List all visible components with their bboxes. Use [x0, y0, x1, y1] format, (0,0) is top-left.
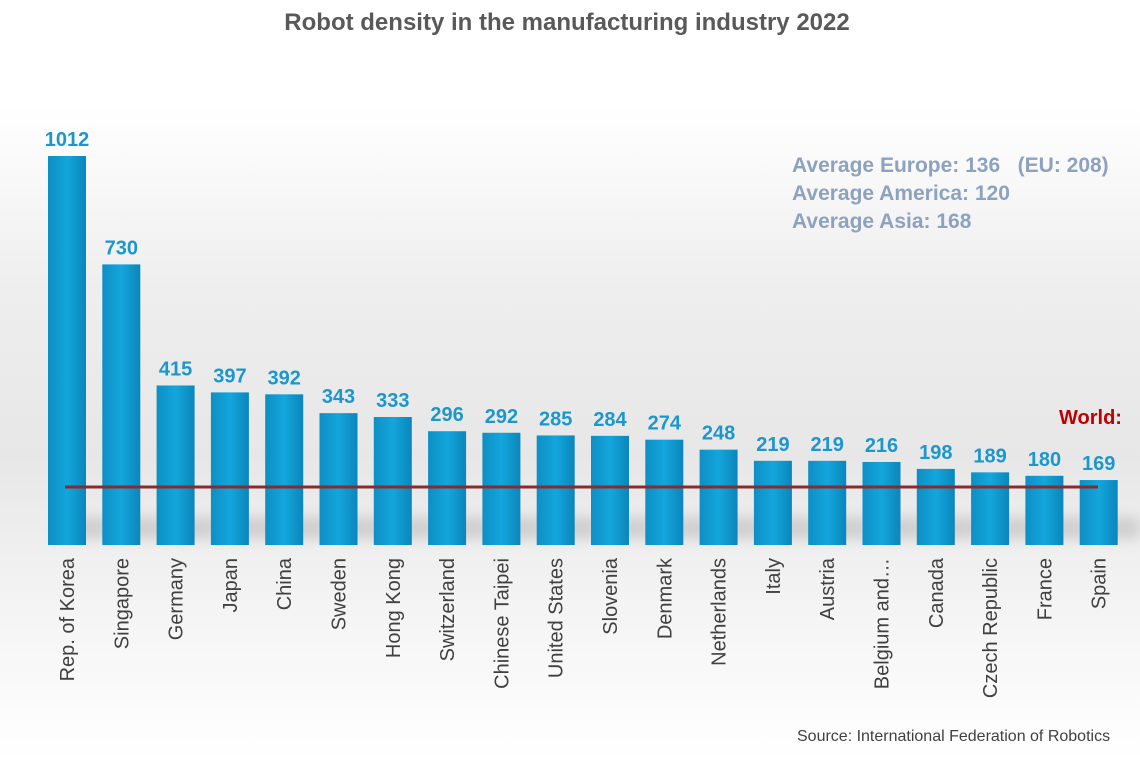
bar-value-label: 169	[1082, 453, 1115, 475]
bar-value-label: 397	[213, 365, 246, 387]
bar	[156, 385, 195, 545]
bar	[319, 413, 358, 545]
bar	[808, 460, 847, 545]
bar	[699, 449, 738, 545]
bar	[753, 460, 792, 545]
category-label: Singapore	[111, 558, 133, 649]
bar	[645, 439, 684, 545]
category-label: Canada	[926, 557, 948, 628]
category-label: Belgium and…	[872, 558, 894, 689]
bar	[971, 472, 1010, 545]
bar-value-label: 219	[811, 434, 844, 456]
averages-annotation: Average Europe: 136 (EU: 208) Average Am…	[792, 154, 1109, 233]
bar-value-label: 284	[593, 409, 627, 431]
category-label: Czech Republic	[980, 558, 1002, 698]
bar-value-label: 198	[919, 442, 952, 464]
category-label: Netherlands	[709, 558, 731, 666]
bar-value-label: 274	[648, 413, 682, 435]
bar	[482, 432, 521, 545]
bar-value-label: 285	[539, 408, 572, 430]
bar	[102, 264, 141, 545]
category-label: France	[1034, 558, 1056, 620]
category-label: Hong Kong	[383, 558, 405, 658]
bar-value-label: 730	[105, 237, 138, 259]
category-label: Spain	[1089, 558, 1111, 609]
bar	[916, 468, 955, 545]
bar-value-label: 292	[485, 406, 518, 428]
bar	[591, 435, 629, 545]
category-label: Italy	[763, 558, 785, 595]
bar-value-label: 189	[973, 445, 1006, 467]
average-europe: Average Europe: 136 (EU: 208)	[792, 154, 1109, 177]
bar	[862, 461, 901, 545]
bar-value-label: 343	[322, 386, 355, 408]
chart-title: Robot density in the manufacturing indus…	[284, 9, 849, 36]
category-label: United States	[546, 558, 568, 678]
bar-value-label: 392	[268, 367, 301, 389]
category-label: Sweden	[329, 558, 351, 630]
category-label: Japan	[220, 558, 242, 613]
category-label: Austria	[817, 557, 839, 620]
category-label: Denmark	[654, 557, 676, 639]
source-note: Source: International Federation of Robo…	[797, 728, 1110, 745]
category-label: Chinese Taipei	[491, 558, 513, 689]
average-asia: Average Asia: 168	[792, 210, 972, 233]
bar	[1079, 480, 1118, 545]
average-america: Average America: 120	[792, 182, 1010, 205]
bar-value-label: 219	[756, 434, 789, 456]
bar-value-label: 415	[159, 358, 192, 380]
bar-value-label: 216	[865, 435, 898, 457]
bar	[48, 156, 86, 545]
bar-value-label: 296	[430, 404, 463, 426]
bar	[265, 394, 304, 545]
bar-value-label: 333	[376, 390, 409, 412]
category-label: China	[274, 557, 296, 610]
bar	[536, 435, 575, 545]
bar-value-label: 1012	[45, 129, 90, 151]
bar-value-label: 180	[1028, 449, 1061, 471]
category-label: Germany	[166, 558, 188, 640]
bar-value-label: 248	[702, 423, 735, 445]
category-label: Slovenia	[600, 557, 622, 635]
bar	[210, 392, 249, 545]
world-label: World:	[1059, 407, 1122, 429]
category-label: Rep. of Korea	[57, 557, 79, 681]
category-label: Switzerland	[437, 558, 459, 661]
bar	[373, 416, 412, 545]
